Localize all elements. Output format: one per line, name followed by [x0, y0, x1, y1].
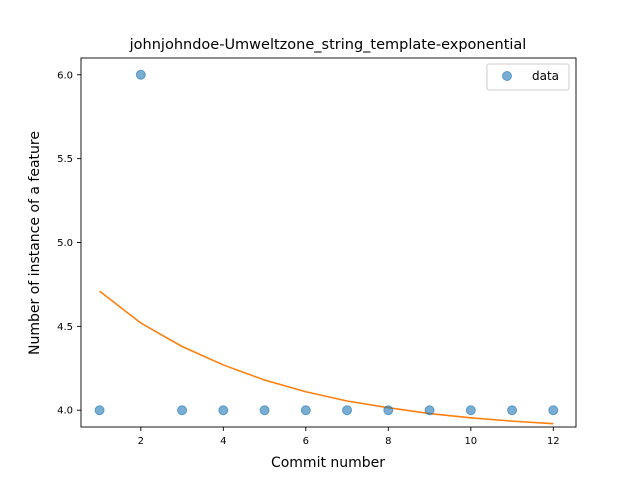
legend-marker-data [502, 71, 512, 81]
x-tick-label: 4 [220, 436, 226, 447]
y-tick-label: 6.0 [57, 70, 73, 81]
data-point [548, 405, 559, 416]
data-point [300, 405, 311, 416]
y-axis-label: Number of instance of a feature [27, 131, 43, 355]
data-point [342, 405, 353, 416]
y-tick-label: 5.5 [57, 154, 73, 165]
data-point [259, 405, 270, 416]
y-tick-label: 4.0 [57, 406, 73, 417]
y-tick-label: 4.5 [57, 322, 73, 333]
chart-title: johnjohndoe-Umweltzone_string_template-e… [129, 37, 527, 53]
x-tick-label: 2 [138, 436, 144, 447]
data-point [424, 405, 435, 416]
data-point [218, 405, 229, 416]
legend-frame [486, 63, 570, 91]
data-point [383, 405, 394, 416]
data-point [507, 405, 518, 416]
x-tick-label: 6 [303, 436, 309, 447]
x-tick-label: 12 [547, 436, 560, 447]
plot-area: 2 4 6 8 10 12 4.0 4.5 5.0 5.5 6.0 [57, 57, 577, 447]
y-tick-label: 5.0 [57, 238, 73, 249]
x-axis-label: Commit number [271, 455, 385, 471]
x-tick-label: 8 [385, 436, 391, 447]
data-point [177, 405, 188, 416]
data-point [135, 69, 146, 80]
data-point [465, 405, 476, 416]
data-point [94, 405, 105, 416]
x-tick-label: 10 [464, 436, 477, 447]
series-line-fit [99, 290, 554, 425]
legend: data [486, 63, 570, 91]
legend-label-data: data [532, 69, 559, 83]
